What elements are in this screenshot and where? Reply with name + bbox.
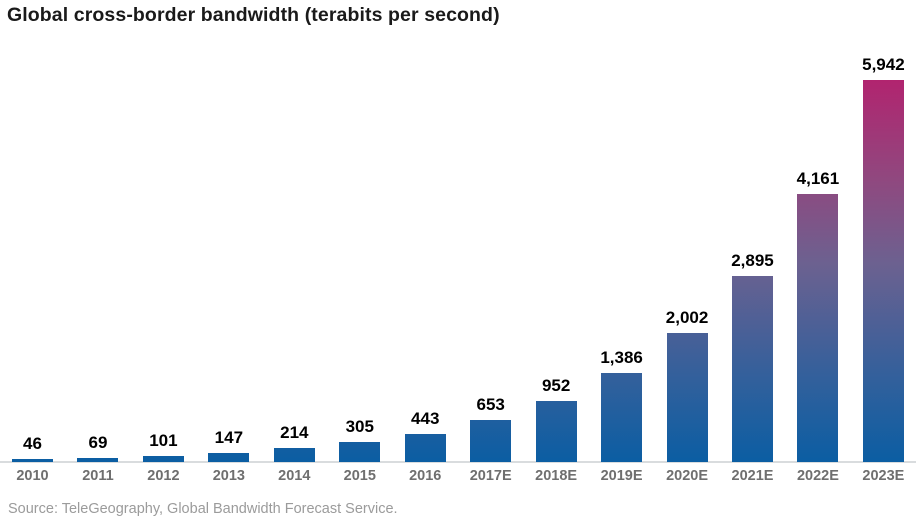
chart-title: Global cross-border bandwidth (terabits … bbox=[7, 4, 500, 26]
bar bbox=[208, 453, 250, 462]
bar-value-label: 653 bbox=[476, 395, 505, 414]
bars-row: 46 69 101 147 214 305 443 653 952 1,386 2,002 2,895… bbox=[12, 55, 905, 462]
bar-value-label: 101 bbox=[149, 431, 178, 450]
bar bbox=[142, 456, 184, 462]
bar-value-label: 1,386 bbox=[600, 348, 643, 367]
x-axis-label: 2012 bbox=[147, 468, 180, 484]
bar-group: 2,002 bbox=[665, 308, 709, 462]
bar-group: 69 bbox=[77, 433, 119, 462]
bar bbox=[339, 442, 381, 462]
bar bbox=[470, 420, 512, 462]
bar bbox=[273, 448, 315, 462]
bar-value-label: 214 bbox=[280, 423, 309, 442]
x-axis-label: 2023E bbox=[862, 468, 905, 484]
bar bbox=[797, 194, 839, 462]
bar-group: 653 bbox=[470, 395, 512, 462]
bar-value-label: 69 bbox=[88, 433, 108, 452]
x-axis-label: 2013 bbox=[212, 468, 245, 484]
bar bbox=[862, 80, 904, 462]
x-axis-label: 2018E bbox=[535, 468, 578, 484]
bar-group: 443 bbox=[404, 409, 446, 462]
bar-group: 5,942 bbox=[862, 55, 905, 462]
bar-value-label: 46 bbox=[23, 434, 42, 453]
bar-value-label: 5,942 bbox=[862, 55, 905, 74]
bar bbox=[12, 459, 53, 462]
x-axis-label: 2022E bbox=[796, 468, 839, 484]
bar-group: 2,895 bbox=[731, 251, 774, 462]
x-axis-label: 2014 bbox=[278, 468, 311, 484]
x-axis-label: 2020E bbox=[666, 468, 708, 484]
bar bbox=[77, 458, 119, 462]
x-axis-label: 2016 bbox=[409, 468, 442, 484]
x-axis-label: 2015 bbox=[343, 468, 376, 484]
bar-value-label: 147 bbox=[214, 428, 244, 447]
x-axis-label: 2010 bbox=[16, 468, 49, 484]
bar-group: 214 bbox=[273, 423, 315, 462]
bar bbox=[666, 333, 708, 462]
bar bbox=[404, 434, 446, 462]
bar-group: 46 bbox=[12, 435, 53, 462]
bar-group: 147 bbox=[208, 428, 250, 462]
bar-group: 4,161 bbox=[796, 169, 840, 462]
x-axis-label: 2011 bbox=[82, 468, 114, 484]
x-axis-line bbox=[0, 461, 916, 463]
bar-value-label: 2,002 bbox=[665, 308, 709, 327]
bar-value-label: 305 bbox=[345, 417, 374, 436]
bar-value-label: 443 bbox=[411, 409, 440, 428]
bar bbox=[731, 276, 773, 462]
bar-value-label: 2,895 bbox=[731, 251, 774, 270]
x-axis-label: 2017E bbox=[469, 468, 512, 484]
source-note: Source: TeleGeography, Global Bandwidth … bbox=[8, 501, 398, 517]
x-axis-label: 2019E bbox=[600, 468, 643, 484]
x-axis-label: 2021E bbox=[731, 468, 774, 484]
x-axis-labels-row: 2010 2011 2012 2013 2014 2015 2016 2017E 2018E 20… bbox=[0, 469, 916, 484]
bar-group: 101 bbox=[142, 431, 184, 462]
bar-group: 952 bbox=[535, 376, 577, 462]
bar bbox=[535, 401, 577, 462]
bar-group: 1,386 bbox=[600, 348, 643, 462]
bar-value-label: 4,161 bbox=[796, 169, 840, 188]
bar bbox=[601, 373, 643, 462]
bar-value-label: 952 bbox=[541, 376, 571, 395]
bar-group: 305 bbox=[339, 417, 381, 462]
